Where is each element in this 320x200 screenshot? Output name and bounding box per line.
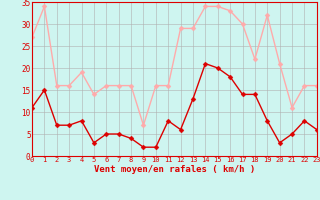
X-axis label: Vent moyen/en rafales ( km/h ): Vent moyen/en rafales ( km/h ) xyxy=(94,165,255,174)
